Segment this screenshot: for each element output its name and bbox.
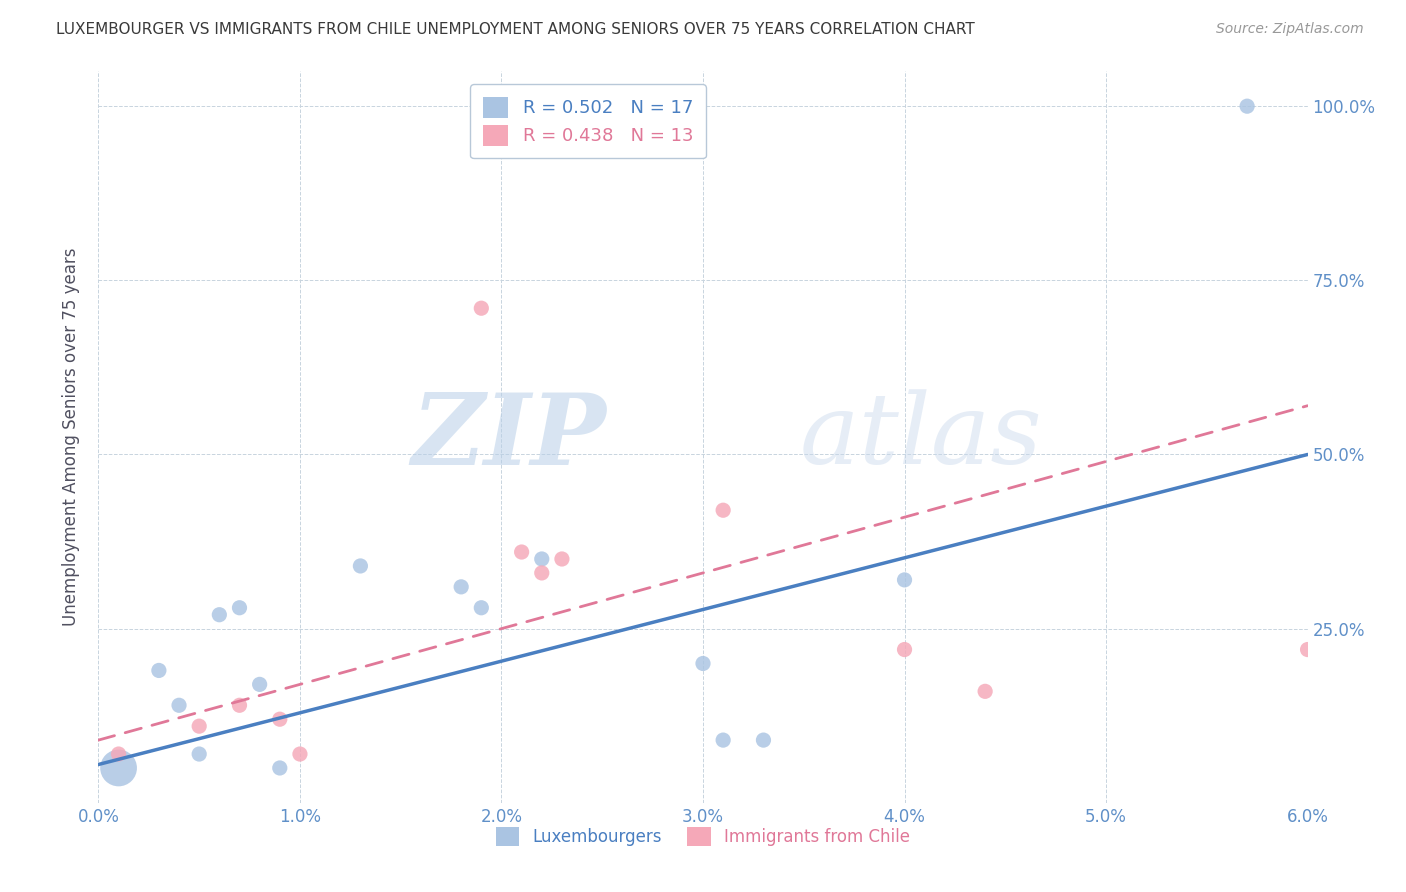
Point: [692, 657, 714, 671]
Point: [228, 600, 250, 615]
Point: [1236, 99, 1258, 113]
Point: [188, 719, 211, 733]
Point: [269, 761, 291, 775]
Point: [269, 712, 291, 726]
Point: [711, 733, 734, 747]
Text: atlas: atlas: [800, 390, 1042, 484]
Point: [228, 698, 250, 713]
Y-axis label: Unemployment Among Seniors over 75 years: Unemployment Among Seniors over 75 years: [62, 248, 80, 626]
Point: [470, 301, 492, 316]
Text: Source: ZipAtlas.com: Source: ZipAtlas.com: [1216, 22, 1364, 37]
Point: [893, 573, 915, 587]
Point: [107, 761, 129, 775]
Point: [349, 558, 371, 573]
Point: [288, 747, 311, 761]
Text: LUXEMBOURGER VS IMMIGRANTS FROM CHILE UNEMPLOYMENT AMONG SENIORS OVER 75 YEARS C: LUXEMBOURGER VS IMMIGRANTS FROM CHILE UN…: [56, 22, 974, 37]
Point: [249, 677, 271, 691]
Point: [974, 684, 997, 698]
Point: [148, 664, 170, 678]
Point: [551, 552, 574, 566]
Point: [167, 698, 190, 713]
Point: [450, 580, 472, 594]
Text: ZIP: ZIP: [412, 389, 606, 485]
Point: [711, 503, 734, 517]
Point: [893, 642, 915, 657]
Point: [510, 545, 533, 559]
Legend: Luxembourgers, Immigrants from Chile: Luxembourgers, Immigrants from Chile: [489, 821, 917, 853]
Point: [530, 566, 553, 580]
Point: [208, 607, 231, 622]
Point: [1296, 642, 1319, 657]
Point: [530, 552, 553, 566]
Point: [188, 747, 211, 761]
Point: [752, 733, 775, 747]
Point: [107, 747, 129, 761]
Point: [470, 600, 492, 615]
